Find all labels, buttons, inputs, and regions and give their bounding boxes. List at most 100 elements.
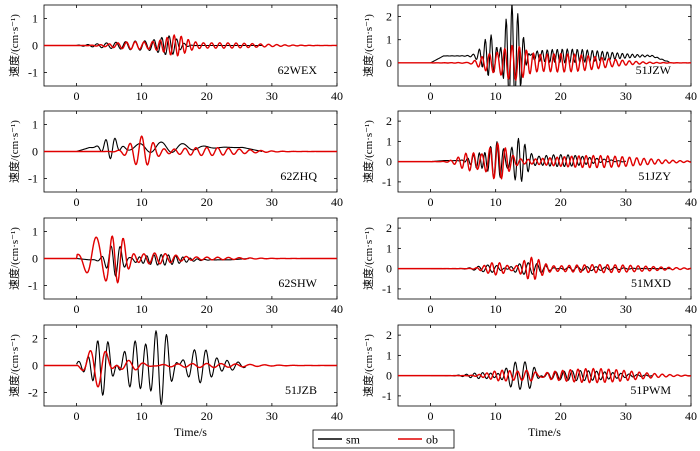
y-axis-label: 速度/(cm·s⁻¹) <box>361 334 375 397</box>
station-label-51jzw: 51JZW <box>636 63 672 77</box>
x-tick-label: 20 <box>201 195 213 209</box>
plot-area-51pwm <box>397 324 692 407</box>
x-tick-label: 10 <box>136 302 148 316</box>
x-tick-label: 40 <box>331 89 343 103</box>
y-tick-label: 1 <box>386 241 392 255</box>
x-tick-label: 30 <box>266 195 278 209</box>
x-tick-label: 40 <box>685 89 697 103</box>
series-sm-51jzy <box>430 137 626 182</box>
series-group-62zhq <box>44 135 337 166</box>
y-tick-label: 0 <box>32 39 38 53</box>
y-tick-label: -1 <box>382 175 392 189</box>
x-tick-label: 30 <box>266 89 278 103</box>
series-sm-51jzw <box>430 5 672 86</box>
y-tick-label: -1 <box>382 389 392 403</box>
series-ob-62zhq <box>44 135 337 166</box>
station-label-51pwm: 51PWM <box>630 383 671 397</box>
y-tick-label: 0 <box>386 155 392 169</box>
y-tick-label: 0 <box>32 145 38 159</box>
station-label-62zhq: 62ZHQ <box>280 169 317 183</box>
x-tick-label: 0 <box>428 89 434 103</box>
x-tick-label: 30 <box>620 302 632 316</box>
x-tick-label: 0 <box>74 302 80 316</box>
series-sm-51jzb <box>76 330 247 406</box>
series-ob-51jzb <box>44 349 337 388</box>
y-tick-label: -1 <box>28 279 38 293</box>
plot-area-51jzy <box>397 110 692 193</box>
series-ob-51jzy <box>398 142 691 180</box>
x-tick-label: 20 <box>201 302 213 316</box>
legend-box <box>312 429 455 449</box>
series-ob-51mxd <box>398 256 691 280</box>
y-axis-label: 速度/(cm·s⁻¹) <box>7 334 21 397</box>
x-tick-label: 20 <box>555 195 567 209</box>
x-tick-label: 30 <box>620 195 632 209</box>
series-group-62wex <box>44 34 337 57</box>
x-tick-label: 40 <box>685 409 697 423</box>
y-axis-label: 速度/(cm·s⁻¹) <box>361 227 375 290</box>
panel-62shw: 0 10 20 30 40 -1 0 1 速度/(cm·s⁻¹) 62SHW <box>7 217 343 316</box>
station-label-51jzb: 51JZB <box>285 383 317 397</box>
station-label-62wex: 62WEX <box>278 63 318 77</box>
x-tick-label: 30 <box>266 409 278 423</box>
series-group-62shw <box>44 235 337 284</box>
x-tick-label: 40 <box>331 409 343 423</box>
y-tick-label: 1 <box>32 118 38 132</box>
y-tick-label: -1 <box>382 282 392 296</box>
series-ob-62wex <box>44 34 337 57</box>
y-tick-label: 2 <box>386 221 392 235</box>
x-tick-label: 20 <box>555 89 567 103</box>
y-tick-label: 1 <box>386 33 392 47</box>
x-tick-label: 40 <box>331 195 343 209</box>
series-group-51jzb <box>44 330 337 406</box>
series-group-51jzy <box>398 137 691 182</box>
x-tick-label: 0 <box>74 195 80 209</box>
x-tick-label: 10 <box>136 195 148 209</box>
y-tick-label: 0 <box>386 369 392 383</box>
y-tick-label: 1 <box>32 225 38 239</box>
series-ob-62shw <box>44 235 337 284</box>
panel-51jzb: 0 10 20 30 40 -2 0 2 速度/(cm·s⁻¹) Time/s 51JZB <box>7 324 343 439</box>
y-axis-label: 速度/(cm·s⁻¹) <box>7 120 21 183</box>
x-tick-label: 0 <box>428 409 434 423</box>
series-ob-51pwm <box>398 367 691 384</box>
x-tick-label: 0 <box>74 89 80 103</box>
y-tick-label: 0 <box>386 56 392 70</box>
x-tick-label: 10 <box>490 89 502 103</box>
panel-51jzy: 0 10 20 30 40 -1 0 1 2 速度/(cm·s⁻¹) 51JZY <box>361 110 697 209</box>
x-tick-label: 10 <box>490 302 502 316</box>
legend: sm ob <box>312 429 455 449</box>
y-tick-label: 2 <box>32 332 38 346</box>
plot-area-51jzw <box>397 4 692 87</box>
y-tick-label: 1 <box>386 348 392 362</box>
series-group-51pwm <box>398 361 691 390</box>
panel-62zhq: 0 10 20 30 40 -1 0 1 速度/(cm·s⁻¹) 62ZHQ <box>7 110 343 209</box>
series-sm-62zhq <box>76 137 263 160</box>
station-label-51jzy: 51JZY <box>638 169 671 183</box>
plot-area-51mxd <box>397 217 692 300</box>
y-tick-label: 1 <box>386 134 392 148</box>
series-sm-62wex <box>76 35 263 55</box>
x-tick-label: 20 <box>555 302 567 316</box>
x-tick-label: 0 <box>74 409 80 423</box>
y-tick-label: 0 <box>386 262 392 276</box>
panel-51mxd: 0 10 20 30 40 -1 0 1 2 速度/(cm·s⁻¹) 51MXD <box>361 217 697 316</box>
panel-62wex: 0 10 20 30 40 -1 0 1 速度/(cm·s⁻¹) 62WEX <box>7 4 343 103</box>
y-tick-label: 0 <box>32 252 38 266</box>
x-tick-label: 0 <box>428 302 434 316</box>
x-tick-label: 30 <box>620 89 632 103</box>
x-axis-label: Time/s <box>528 425 561 439</box>
panel-51jzw: 0 10 20 30 40 0 1 2 速度/(cm·s⁻¹) 51JZW <box>361 4 697 103</box>
station-label-51mxd: 51MXD <box>631 276 671 290</box>
x-tick-label: 30 <box>620 409 632 423</box>
legend-ob-label: ob <box>426 433 438 447</box>
x-tick-label: 10 <box>136 409 148 423</box>
y-tick-label: -2 <box>28 386 38 400</box>
y-tick-label: 2 <box>386 10 392 24</box>
panel-51pwm: 0 10 20 30 40 -1 0 1 2 速度/(cm·s⁻¹) Time/s 51PWM <box>361 324 697 439</box>
series-group-51jzw <box>398 5 691 86</box>
station-label-62shw: 62SHW <box>278 276 317 290</box>
legend-sm-label: sm <box>346 433 361 447</box>
